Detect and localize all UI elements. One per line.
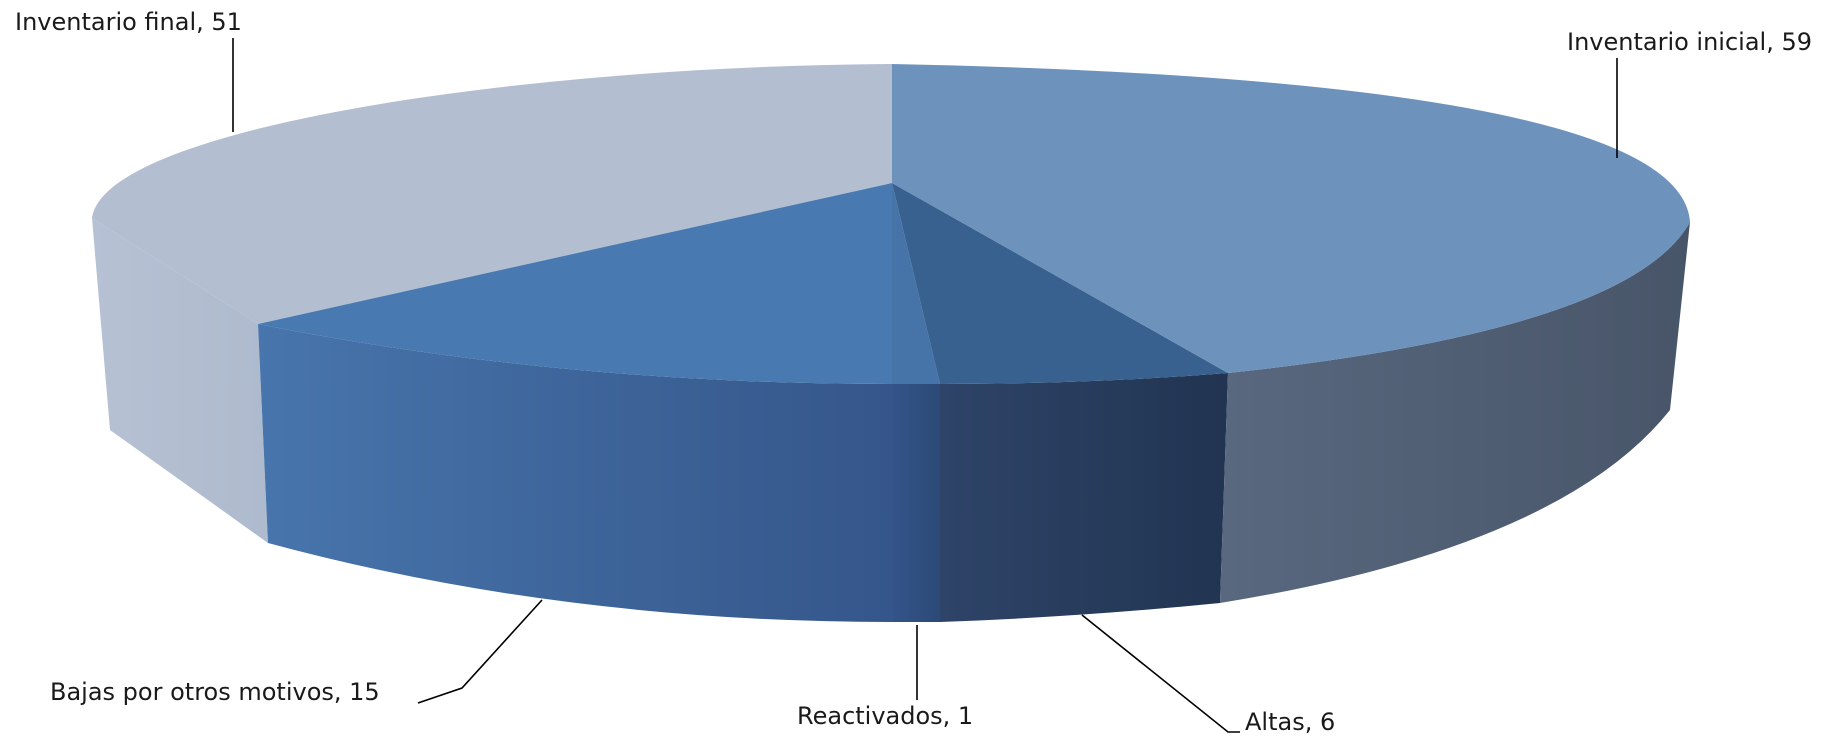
slice-side-reactivados (892, 384, 940, 622)
slice-top-bajas (258, 183, 892, 384)
leader-line-altas (1081, 614, 1240, 733)
slice-top-altas (892, 183, 1228, 384)
slice-top-inventario-final (92, 64, 892, 324)
slice-top-inventario-inicial (892, 64, 1690, 373)
data-label-inventario-final: Inventario final, 51 (15, 8, 242, 36)
data-label-inventario-inicial: Inventario inicial, 59 (1567, 28, 1812, 56)
slice-side-bajas (258, 324, 892, 622)
slice-side-inventario-inicial (1220, 222, 1690, 603)
slice-side-altas (940, 373, 1228, 622)
leader-line-bajas (417, 599, 543, 704)
data-label-altas: Altas, 6 (1245, 708, 1335, 736)
data-label-reactivados: Reactivados, 1 (797, 702, 973, 730)
data-label-bajas: Bajas por otros motivos, 15 (50, 678, 380, 706)
slice-side-inventario-final (92, 218, 268, 543)
